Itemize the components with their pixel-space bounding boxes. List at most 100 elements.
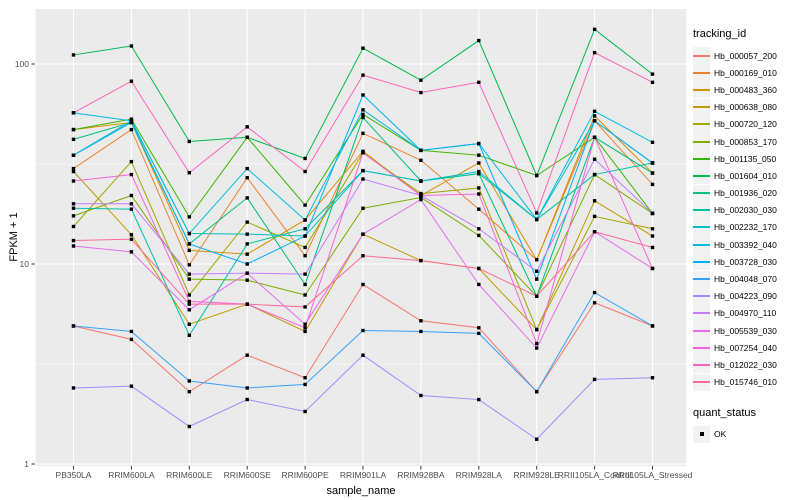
legend-entry: Hb_000483_360 <box>693 81 799 99</box>
data-point <box>419 258 423 263</box>
x-tick-label: RRIM600LA <box>108 470 155 480</box>
legend-entry: Hb_000638_080 <box>693 98 799 116</box>
legend-line-icon <box>693 278 710 281</box>
legend-entry: Hb_002030_030 <box>693 201 799 219</box>
legend-entry: Hb_004970_110 <box>693 304 799 322</box>
legend-key-swatch <box>693 356 710 374</box>
data-point <box>303 322 307 326</box>
data-point <box>187 171 191 175</box>
quant-key-swatch <box>693 425 710 443</box>
x-tick-label: RRII105LA_Control <box>558 470 632 480</box>
data-point <box>361 177 365 181</box>
data-point <box>187 263 191 267</box>
quant-legend-entries: OK <box>693 425 799 443</box>
data-point <box>361 73 365 77</box>
legend-entry-label: Hb_001936_020 <box>714 188 777 199</box>
data-point <box>419 78 423 82</box>
data-point <box>477 331 481 336</box>
data-point <box>477 192 481 196</box>
data-point <box>650 376 655 380</box>
data-point <box>592 290 597 295</box>
data-point <box>361 282 365 287</box>
data-point <box>129 337 134 342</box>
data-point <box>245 220 249 224</box>
legend-entry-label: Hb_001135_050 <box>714 153 777 164</box>
data-point <box>245 176 249 180</box>
data-point <box>187 389 191 394</box>
legend-entry-label: Hb_012022_030 <box>714 359 777 370</box>
y-tick-label: 100 <box>15 59 29 69</box>
data-point <box>361 254 365 258</box>
data-point <box>592 214 597 219</box>
point-square-icon <box>699 432 704 437</box>
legend-entry-label: Hb_003392_040 <box>714 239 777 250</box>
data-point <box>245 252 249 256</box>
data-point <box>71 137 76 142</box>
legend-key-swatch <box>693 133 710 151</box>
legend-entry: Hb_007254_040 <box>693 339 799 357</box>
legend-entry: Hb_012022_030 <box>693 356 799 374</box>
data-point <box>592 109 597 114</box>
data-point <box>245 397 249 402</box>
legend-entry: Hb_000853_170 <box>693 133 799 151</box>
legend-entry-label: Hb_000720_120 <box>714 119 777 130</box>
legend-line-icon <box>693 381 710 384</box>
data-point <box>477 282 481 287</box>
data-point <box>129 159 134 164</box>
data-point <box>419 319 423 323</box>
data-point <box>419 195 423 200</box>
data-point <box>477 153 481 157</box>
data-point <box>477 186 481 190</box>
data-point <box>129 207 134 211</box>
data-point <box>71 153 76 157</box>
data-point <box>187 424 191 429</box>
x-tick-label: RRIM901LA <box>340 470 387 480</box>
data-point <box>71 111 76 115</box>
legend-line-icon <box>693 106 710 109</box>
legend-line-icon <box>693 54 710 57</box>
legend-entry-label: Hb_001604_010 <box>714 170 777 181</box>
legend-key-swatch <box>693 253 710 271</box>
legend-key-swatch <box>693 64 710 82</box>
legend-key-swatch <box>693 115 710 133</box>
data-point <box>650 72 655 76</box>
data-point <box>477 233 481 238</box>
data-point <box>650 211 655 216</box>
legend-entry: Hb_000720_120 <box>693 115 799 133</box>
legend-entry: Hb_004223_090 <box>693 287 799 305</box>
data-point <box>477 227 481 231</box>
data-point <box>71 202 76 206</box>
data-point <box>303 218 307 222</box>
data-point <box>592 230 597 234</box>
data-point <box>477 80 481 85</box>
data-point <box>535 327 539 332</box>
legend-entry: Hb_002232_170 <box>693 218 799 236</box>
data-point <box>129 172 134 177</box>
data-point <box>650 266 655 271</box>
data-point <box>129 237 134 241</box>
data-point <box>419 148 423 153</box>
legend-entry: Hb_000169_010 <box>693 64 799 82</box>
data-point <box>361 112 365 117</box>
data-point <box>71 179 76 183</box>
data-point <box>303 329 307 334</box>
data-point <box>71 214 76 218</box>
tracking-legend-entries: Hb_000057_200 Hb_000169_010 Hb_000483_360 H… <box>693 47 799 391</box>
data-point <box>303 203 307 207</box>
data-point <box>361 206 365 210</box>
data-point <box>650 140 655 144</box>
legend-line-icon <box>693 329 710 332</box>
plot-panel: 1 10 100 PB350LA RRIM600LA RRIM600LE RRIM600SE… <box>15 9 693 480</box>
legend-entry: Hb_003392_040 <box>693 236 799 254</box>
data-point <box>650 245 655 250</box>
data-point <box>535 346 539 350</box>
data-point <box>303 326 307 330</box>
legend-key-swatch <box>693 184 710 202</box>
data-point <box>361 151 365 155</box>
data-point <box>303 245 307 250</box>
data-point <box>187 272 191 276</box>
data-point <box>535 217 539 222</box>
data-point <box>303 409 307 414</box>
legend-line-icon <box>693 295 710 298</box>
